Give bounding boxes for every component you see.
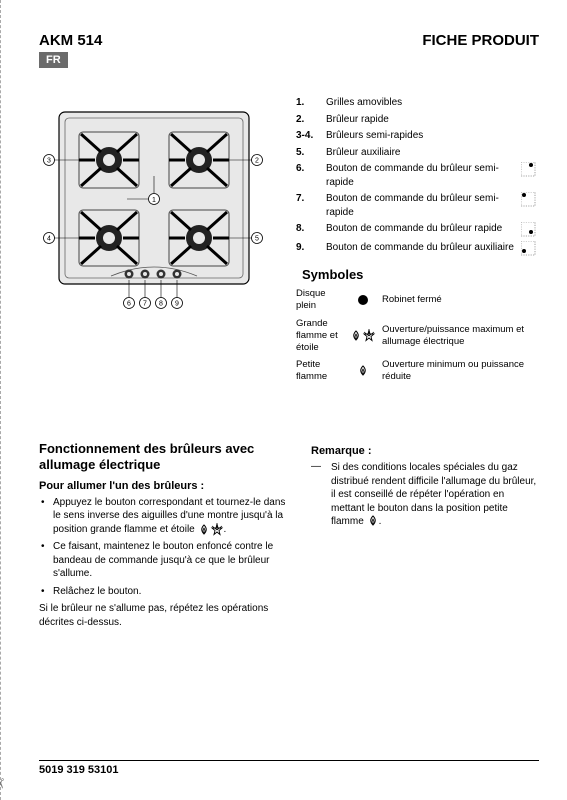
document-type: FICHE PRODUIT <box>422 32 539 49</box>
symbol-label: Grande flamme et étoile <box>296 318 344 354</box>
legend-icon <box>519 222 539 238</box>
legend-num: 3-4. <box>296 129 326 143</box>
legend-text: Brûleur rapide <box>326 113 519 127</box>
svg-text:3: 3 <box>47 158 51 165</box>
legend-text: Bouton de commande du brûleur auxiliaire <box>326 241 519 255</box>
remark-text: — Si des conditions locales spéciales du… <box>311 461 539 529</box>
operation-title: Fonctionnement des brûleurs avec allumag… <box>39 441 289 474</box>
legend-text: Bouton de commande du brûleur semi-rapid… <box>326 162 519 189</box>
symbol-label: Disque plein <box>296 288 344 312</box>
legend-num: 1. <box>296 96 326 110</box>
svg-text:2: 2 <box>255 158 259 165</box>
parts-legend: 1. Grilles amovibles 2. Brûleur rapide 3… <box>296 96 539 257</box>
operation-step: Relâchez le bouton. <box>39 585 289 599</box>
operation-subtitle: Pour allumer l'un des brûleurs : <box>39 480 289 492</box>
symbols-title: Symboles <box>302 267 539 282</box>
operation-footnote: Si le brûleur ne s'allume pas, répétez l… <box>39 602 289 629</box>
symbol-icon <box>348 365 378 377</box>
svg-text:4: 4 <box>47 236 51 243</box>
legend-row: 5. Brûleur auxiliaire <box>296 146 539 160</box>
operation-steps: Appuyez le bouton correspondant et tourn… <box>39 496 289 599</box>
model-number: AKM 514 <box>39 32 102 49</box>
legend-text: Grilles amovibles <box>326 96 519 110</box>
header: AKM 514 FR FICHE PRODUIT <box>39 32 539 68</box>
language-badge: FR <box>39 52 68 68</box>
legend-text: Bouton de commande du brûleur rapide <box>326 222 519 236</box>
operation-step: Ce faisant, maintenez le bouton enfoncé … <box>39 540 289 581</box>
legend-num: 6. <box>296 162 326 176</box>
svg-text:9: 9 <box>175 301 179 308</box>
legend-icon <box>519 192 539 208</box>
legend-row: 6. Bouton de commande du brûleur semi-ra… <box>296 162 539 189</box>
legend-text: Brûleurs semi-rapides <box>326 129 519 143</box>
legend-row: 3-4. Brûleurs semi-rapides <box>296 129 539 143</box>
symbol-meaning: Ouverture/puissance maximum et allumage … <box>382 324 539 348</box>
legend-row: 2. Brûleur rapide <box>296 113 539 127</box>
legend-text: Bouton de commande du brûleur semi-rapid… <box>326 192 519 219</box>
scissor-icon: ✂ <box>0 778 8 790</box>
symbol-icon <box>348 329 378 342</box>
symbol-label: Petite flamme <box>296 359 344 383</box>
legend-icon <box>519 241 539 257</box>
legend-text: Brûleur auxiliaire <box>326 146 519 160</box>
remark-title: Remarque : <box>311 445 539 457</box>
symbol-meaning: Robinet fermé <box>382 294 539 306</box>
legend-num: 8. <box>296 222 326 236</box>
legend-num: 9. <box>296 241 326 255</box>
legend-num: 7. <box>296 192 326 206</box>
svg-text:5: 5 <box>255 236 259 243</box>
symbol-icon <box>348 294 378 306</box>
legend-row: 9. Bouton de commande du brûleur auxilia… <box>296 241 539 257</box>
legend-row: 7. Bouton de commande du brûleur semi-ra… <box>296 192 539 219</box>
svg-text:8: 8 <box>159 301 163 308</box>
legend-num: 5. <box>296 146 326 160</box>
legend-row: 1. Grilles amovibles <box>296 96 539 110</box>
legend-row: 8. Bouton de commande du brûleur rapide <box>296 222 539 238</box>
diagram-label-1: 1 <box>152 197 156 204</box>
svg-text:7: 7 <box>143 301 147 308</box>
legend-icon <box>519 162 539 178</box>
svg-text:6: 6 <box>127 301 131 308</box>
footer-code: 5019 319 53101 <box>39 760 539 776</box>
hob-diagram: 1 6 7 8 9 3 2 4 5 <box>39 98 274 316</box>
symbol-meaning: Ouverture minimum ou puissance réduite <box>382 359 539 383</box>
legend-num: 2. <box>296 113 326 127</box>
symbols-table: Disque plein Robinet fermé Grande flamme e… <box>296 288 539 383</box>
operation-step: Appuyez le bouton correspondant et tourn… <box>39 496 289 537</box>
